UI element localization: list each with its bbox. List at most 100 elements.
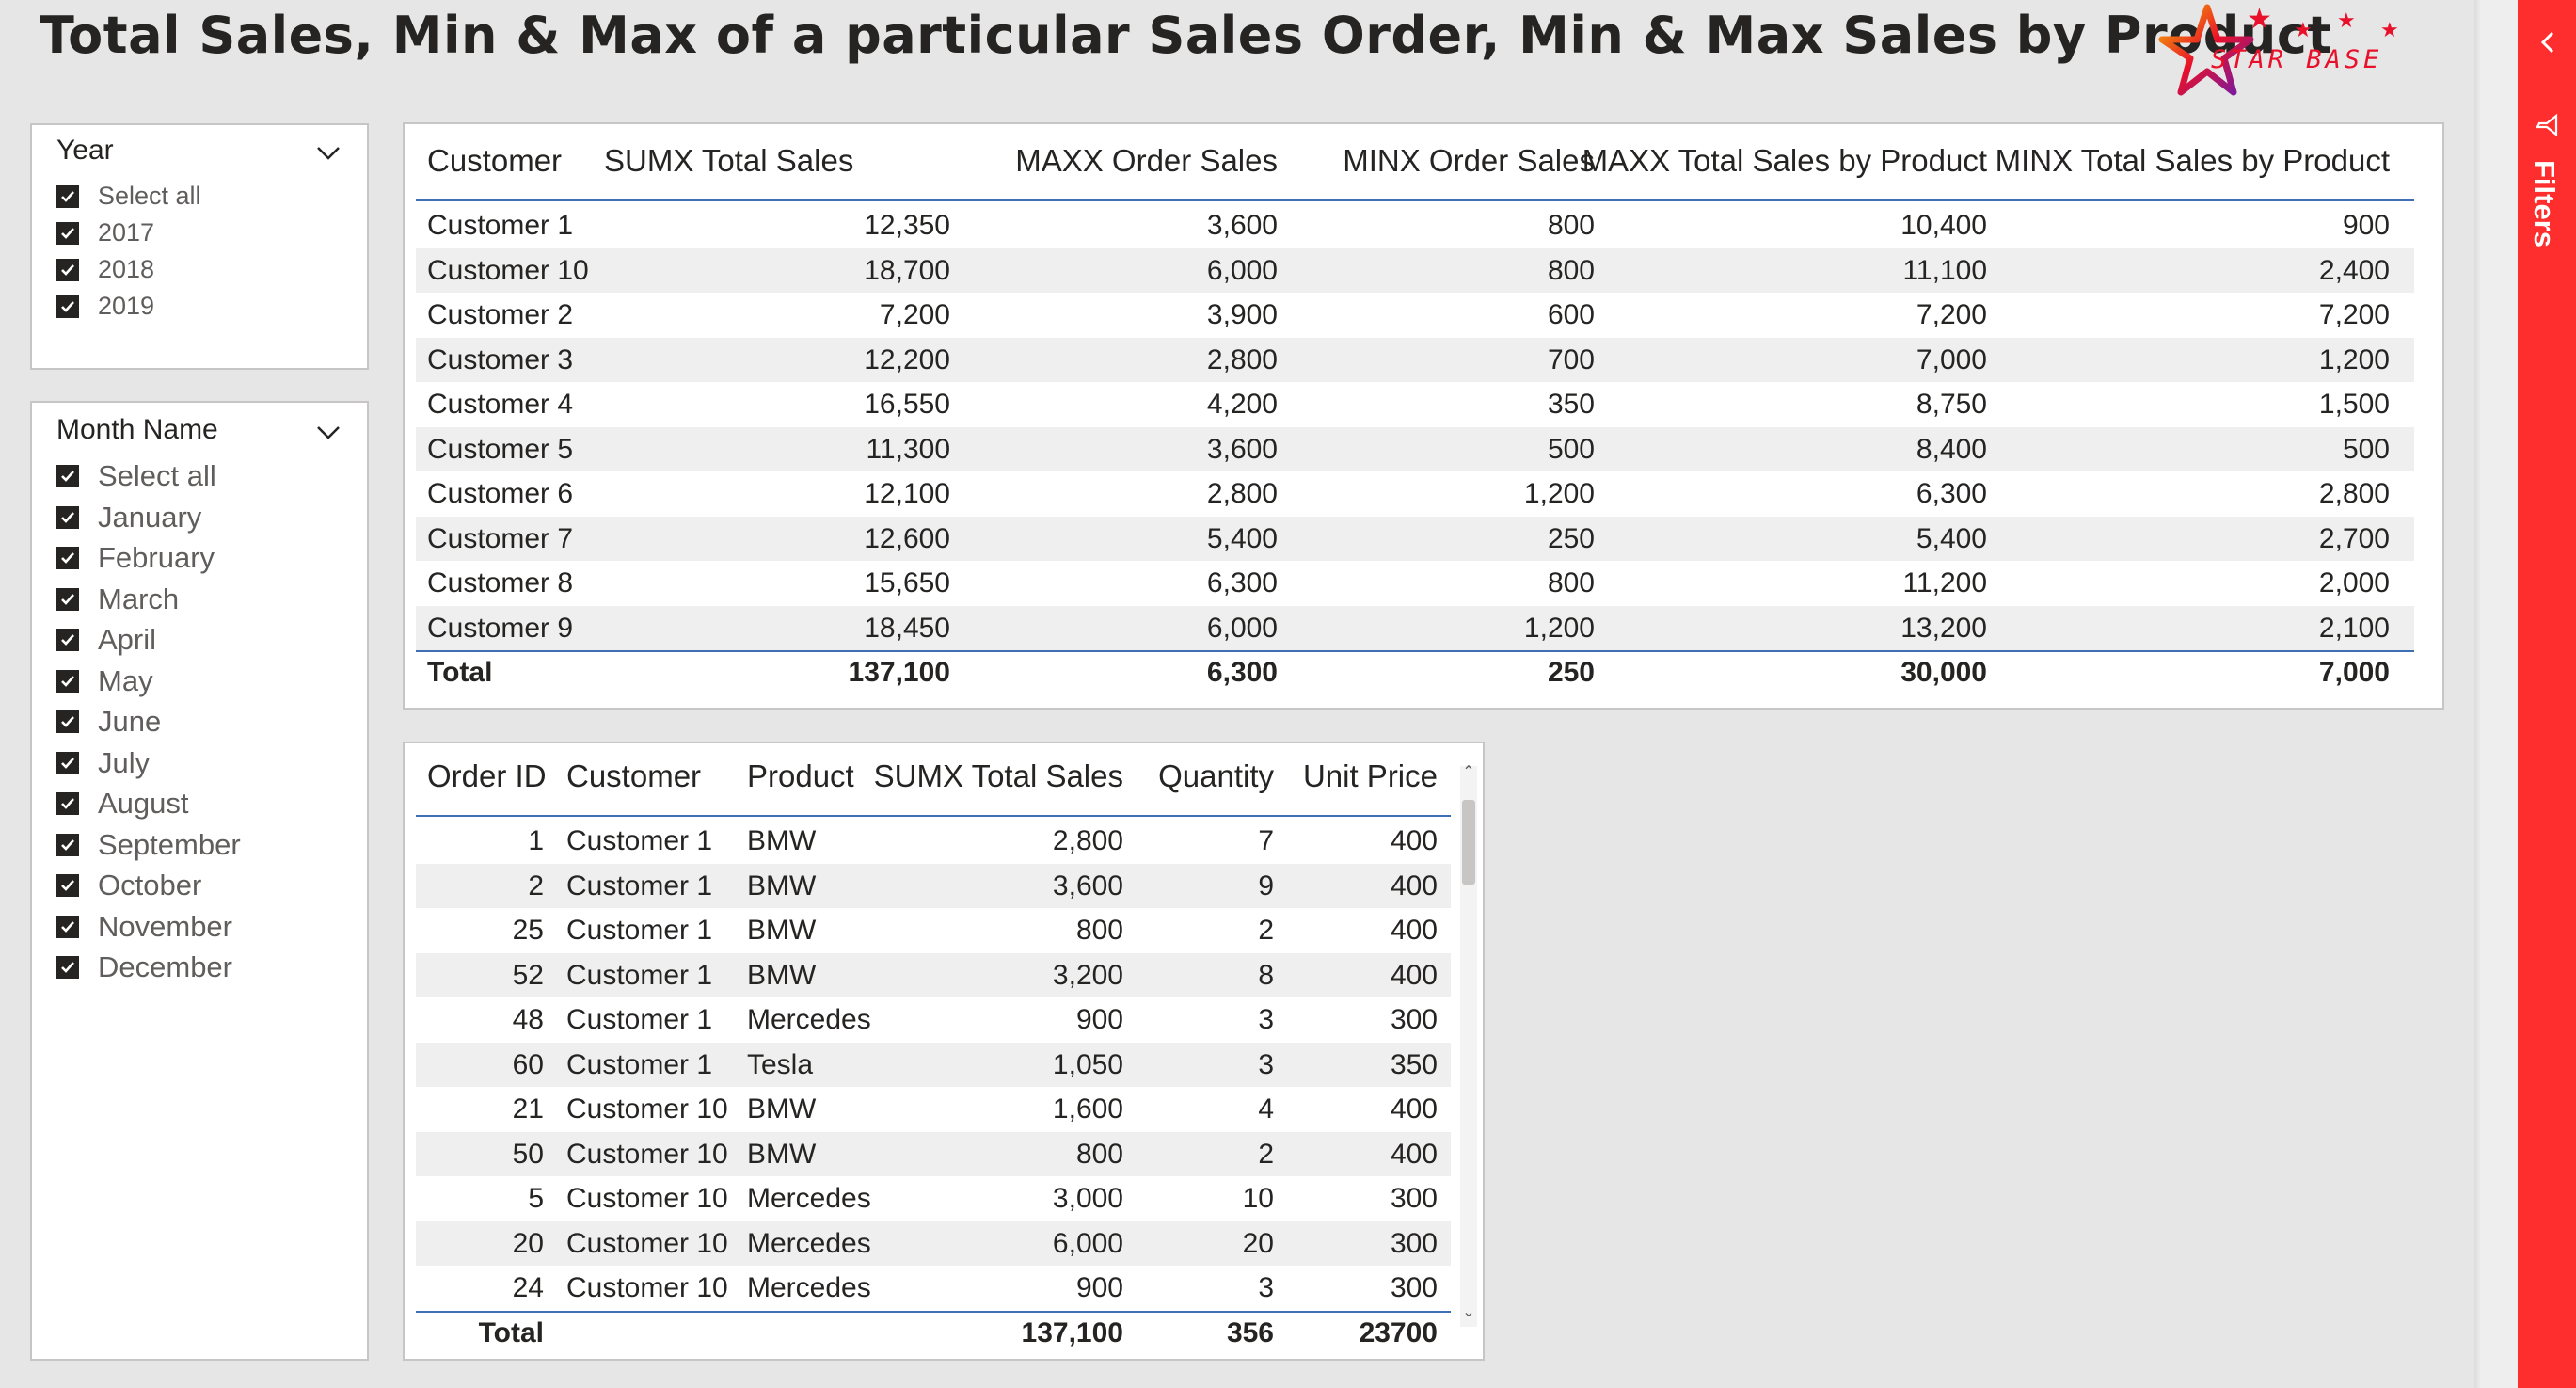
table-row[interactable]: 24 Customer 10 Mercedes 900 3 300 [416, 1266, 1451, 1310]
table-cell: 24 [512, 1272, 544, 1303]
checkbox-checked-icon[interactable] [56, 547, 79, 569]
table-row[interactable]: 50 Customer 10 BMW 800 2 400 [416, 1131, 1451, 1176]
chevron-down-icon[interactable] [316, 146, 341, 161]
table-cell: 2 [1258, 915, 1274, 946]
slicer-option[interactable]: 2019 [56, 292, 154, 321]
year-slicer: Year Select all 2017 2018 2019 [30, 123, 369, 370]
table-row[interactable]: Customer 10 18,700 6,000 800 11,100 2,400 [416, 247, 2414, 293]
month-slicer-header[interactable]: Month Name [56, 414, 348, 452]
table-row[interactable]: Customer 5 11,300 3,600 500 8,400 500 [416, 426, 2414, 471]
slicer-option[interactable]: June [56, 705, 161, 739]
table-cell: 356 [1226, 1316, 1274, 1348]
table-cell: 18,700 [864, 254, 950, 286]
slicer-option[interactable]: October [56, 869, 201, 902]
column-header[interactable]: SUMX Total Sales [604, 143, 854, 178]
slicer-option[interactable]: November [56, 910, 232, 944]
chevron-down-icon[interactable] [316, 425, 341, 440]
checkbox-checked-icon[interactable] [56, 792, 79, 815]
column-header[interactable]: SUMX Total Sales [873, 758, 1123, 793]
slicer-option[interactable]: August [56, 787, 189, 821]
table-row[interactable]: Customer 8 15,650 6,300 800 11,200 2,000 [416, 561, 2414, 605]
table-cell: Customer 10 [566, 1227, 728, 1259]
checkbox-checked-icon[interactable] [56, 669, 79, 693]
slicer-option[interactable]: February [56, 541, 215, 575]
filters-label: Filters [2528, 160, 2561, 248]
table-cell: 13,200 [1900, 612, 1987, 644]
column-header[interactable]: MAXX Total Sales by Product [1582, 143, 1987, 178]
column-header[interactable]: MINX Total Sales by Product [1995, 143, 2390, 178]
table-cell: 16,550 [864, 389, 950, 420]
checkbox-checked-icon[interactable] [56, 295, 79, 318]
month-slicer-title: Month Name [56, 414, 218, 445]
checkbox-checked-icon[interactable] [56, 587, 79, 611]
checkbox-checked-icon[interactable] [56, 184, 79, 208]
checkbox-checked-icon[interactable] [56, 833, 79, 856]
star-base-logo: ★ ★ ★ ★ STAR BASE [2155, 2, 2414, 100]
column-header[interactable]: Product [747, 758, 854, 793]
table-cell: Mercedes [747, 1272, 871, 1303]
slicer-option[interactable]: July [56, 746, 150, 780]
checkbox-checked-icon[interactable] [56, 629, 79, 651]
table-row[interactable]: 48 Customer 1 Mercedes 900 3 300 [416, 997, 1451, 1042]
table-cell: 2,800 [1052, 825, 1123, 856]
table-row[interactable]: Customer 7 12,600 5,400 250 5,400 2,700 [416, 516, 2414, 561]
checkbox-checked-icon[interactable] [56, 915, 79, 938]
checkbox-checked-icon[interactable] [56, 710, 79, 733]
checkbox-checked-icon[interactable] [56, 221, 79, 245]
scroll-up-icon[interactable]: ⌃ [1462, 762, 1475, 780]
table-total-row[interactable]: Total 137,100 356 23700 [416, 1311, 1451, 1355]
scroll-down-icon[interactable]: ⌄ [1462, 1302, 1475, 1320]
column-header[interactable]: Unit Price [1302, 758, 1438, 793]
table-row[interactable]: 21 Customer 10 BMW 1,600 4 400 [416, 1087, 1451, 1131]
table-row[interactable]: Customer 9 18,450 6,000 1,200 13,200 2,100 [416, 605, 2414, 650]
checkbox-checked-icon[interactable] [56, 258, 79, 281]
table-row[interactable]: 60 Customer 1 Tesla 1,050 3 350 [416, 1042, 1451, 1087]
checkbox-checked-icon[interactable] [56, 956, 79, 979]
table-row[interactable]: Customer 4 16,550 4,200 350 8,750 1,500 [416, 382, 2414, 426]
slicer-option[interactable]: December [56, 950, 232, 984]
checkbox-checked-icon[interactable] [56, 874, 79, 897]
column-header[interactable]: Quantity [1158, 758, 1274, 793]
table-row[interactable]: Customer 1 12,350 3,600 800 10,400 900 [416, 203, 2414, 247]
table-row[interactable]: Customer 3 12,200 2,800 700 7,000 1,200 [416, 337, 2414, 382]
slicer-option[interactable]: Select all [56, 182, 201, 211]
total-divider [416, 1310, 1451, 1313]
column-header[interactable]: Order ID [427, 758, 547, 793]
table-cell: 3,600 [1206, 433, 1278, 465]
table-cell: 137,100 [848, 657, 950, 688]
slicer-option-label: June [98, 705, 162, 738]
year-slicer-header[interactable]: Year [56, 135, 348, 172]
chevron-left-icon[interactable] [2538, 30, 2557, 55]
slicer-option[interactable]: April [56, 623, 156, 657]
slicer-option[interactable]: Select all [56, 459, 216, 493]
checkbox-checked-icon[interactable] [56, 465, 79, 487]
slicer-option[interactable]: January [56, 501, 201, 534]
table-row[interactable]: 20 Customer 10 Mercedes 6,000 20 300 [416, 1220, 1451, 1266]
table-row[interactable]: 5 Customer 10 Mercedes 3,000 10 300 [416, 1176, 1451, 1220]
orders-scrollbar[interactable] [1460, 766, 1477, 1327]
slicer-option[interactable]: September [56, 828, 241, 862]
table-row[interactable]: Customer 2 7,200 3,900 600 7,200 7,200 [416, 293, 2414, 337]
table-cell: 600 [1547, 299, 1595, 330]
slicer-option-label: May [98, 663, 153, 697]
slicer-option-label: January [98, 500, 202, 534]
checkbox-checked-icon[interactable] [56, 751, 79, 774]
table-row[interactable]: 25 Customer 1 BMW 800 2 400 [416, 908, 1451, 952]
table-row[interactable]: Customer 6 12,100 2,800 1,200 6,300 2,800 [416, 471, 2414, 516]
column-header[interactable]: MINX Order Sales [1343, 143, 1595, 178]
column-header[interactable]: MAXX Order Sales [1015, 143, 1278, 178]
filters-pane[interactable]: Filters [2518, 0, 2576, 1388]
orders-scroll-thumb[interactable] [1462, 800, 1475, 885]
table-cell: Customer 10 [566, 1138, 728, 1170]
column-header[interactable]: Customer [427, 143, 563, 178]
table-total-row[interactable]: Total 137,100 6,300 250 30,000 7,000 [416, 650, 2414, 694]
slicer-option[interactable]: March [56, 582, 179, 616]
column-header[interactable]: Customer [566, 758, 702, 793]
table-row[interactable]: 52 Customer 1 BMW 3,200 8 400 [416, 952, 1451, 997]
slicer-option[interactable]: 2018 [56, 255, 154, 284]
table-row[interactable]: 1 Customer 1 BMW 2,800 7 400 [416, 819, 1451, 863]
slicer-option[interactable]: 2017 [56, 218, 154, 247]
checkbox-checked-icon[interactable] [56, 505, 79, 529]
slicer-option[interactable]: May [56, 664, 153, 698]
table-row[interactable]: 2 Customer 1 BMW 3,600 9 400 [416, 863, 1451, 908]
